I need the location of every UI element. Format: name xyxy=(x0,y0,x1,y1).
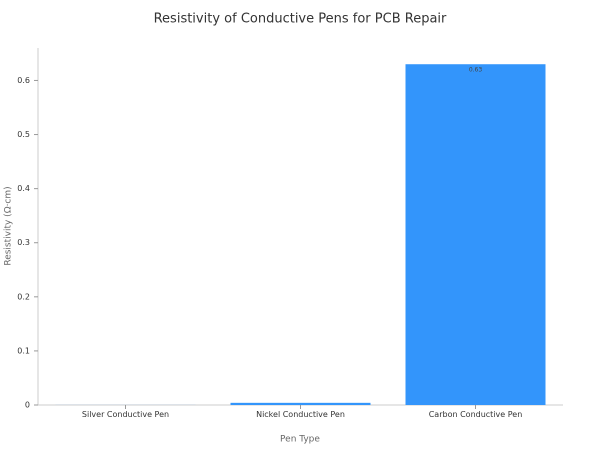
x-axis-label: Pen Type xyxy=(280,435,320,445)
y-tick-label: 0.1 xyxy=(17,346,30,355)
x-tick-label: Nickel Conductive Pen xyxy=(256,410,345,419)
data-label: 0.63 xyxy=(469,67,483,74)
y-tick-label: 0 xyxy=(25,401,30,410)
y-tick-label: 0.6 xyxy=(17,76,30,85)
y-tick-label: 0.4 xyxy=(17,184,30,193)
y-tick-label: 0.2 xyxy=(17,292,30,301)
bar xyxy=(230,402,371,405)
y-tick-label: 0.5 xyxy=(17,130,30,139)
bar xyxy=(405,64,546,406)
y-tick-label: 0.3 xyxy=(17,238,30,247)
x-tick-label: Carbon Conductive Pen xyxy=(428,410,523,419)
x-tick-label: Silver Conductive Pen xyxy=(81,410,170,419)
chart-title: Resistivity of Conductive Pens for PCB R… xyxy=(154,12,447,27)
y-axis-label: Resistivity (Ω·cm) xyxy=(4,186,14,265)
